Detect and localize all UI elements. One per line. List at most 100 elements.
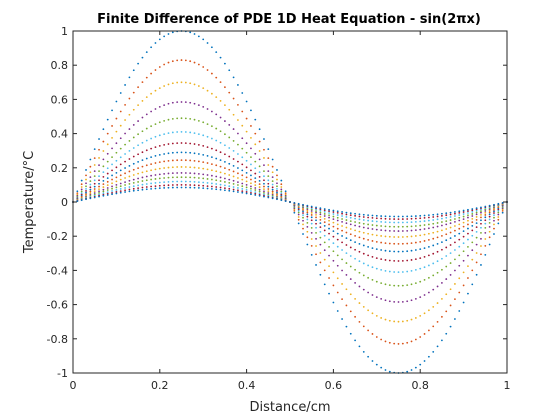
data-point — [302, 233, 304, 235]
data-point — [371, 220, 374, 222]
data-point — [423, 266, 426, 269]
data-point — [141, 56, 144, 59]
data-point — [323, 249, 326, 252]
data-point — [224, 153, 226, 156]
data-point — [332, 259, 335, 262]
data-point — [258, 140, 261, 143]
data-point — [449, 262, 452, 264]
data-point — [436, 345, 439, 348]
data-point — [449, 274, 452, 276]
data-point — [332, 301, 335, 304]
data-point — [245, 159, 248, 162]
data-point — [345, 226, 348, 229]
data-point — [345, 304, 348, 307]
data-point — [423, 224, 426, 226]
data-point — [384, 369, 387, 371]
data-point — [427, 216, 430, 219]
data-point — [362, 325, 365, 328]
data-point — [471, 229, 474, 232]
data-point — [284, 190, 287, 193]
data-point — [427, 219, 430, 222]
data-point — [371, 233, 374, 236]
data-point — [493, 203, 495, 206]
data-point — [284, 200, 287, 202]
data-point — [176, 59, 179, 62]
data-point — [310, 232, 313, 234]
data-point — [141, 176, 144, 179]
data-point — [354, 229, 356, 232]
data-point — [141, 130, 144, 133]
data-point — [102, 150, 105, 152]
data-point — [410, 269, 413, 272]
data-point — [89, 180, 92, 183]
data-point — [371, 240, 374, 242]
data-point — [111, 169, 113, 172]
data-point — [241, 182, 244, 185]
data-point — [145, 179, 148, 182]
data-point — [384, 283, 387, 286]
data-point — [224, 120, 226, 122]
data-point — [128, 186, 131, 188]
data-point — [202, 173, 205, 176]
data-point — [280, 183, 283, 186]
data-point — [436, 213, 439, 216]
data-point — [371, 228, 374, 230]
data-point — [336, 277, 339, 280]
data-point — [332, 221, 335, 224]
data-point — [362, 237, 365, 240]
data-point — [323, 221, 326, 224]
data-point — [137, 62, 140, 65]
data-point — [189, 101, 192, 104]
data-point — [467, 214, 469, 217]
data-point — [263, 191, 265, 194]
data-point — [111, 193, 113, 196]
data-point — [484, 214, 487, 216]
data-point — [271, 180, 274, 183]
data-point — [328, 265, 330, 268]
data-point — [480, 206, 482, 209]
data-point — [319, 207, 322, 210]
data-point — [393, 221, 396, 224]
data-point — [419, 296, 422, 299]
ticks-layer: 0 0.2 0.4 0.6 0.8 1 -1 -0.8 -0.6 -0.4 -0.2 0 0.2 0.4 0… — [47, 25, 511, 392]
data-point — [258, 179, 261, 182]
data-point — [388, 319, 391, 322]
data-point — [254, 172, 257, 175]
data-point — [224, 184, 226, 187]
data-point — [401, 236, 404, 238]
data-point — [224, 104, 226, 107]
data-point — [375, 240, 378, 243]
data-point — [132, 182, 135, 184]
data-point — [224, 187, 226, 190]
data-point — [106, 167, 109, 170]
data-point — [484, 216, 487, 219]
data-point — [341, 225, 343, 227]
x-tick-label: 0.4 — [238, 379, 256, 392]
data-point — [410, 299, 413, 302]
data-point — [163, 181, 166, 184]
data-point — [145, 186, 148, 188]
data-point — [106, 132, 109, 135]
data-point — [128, 175, 131, 178]
data-point — [85, 178, 87, 181]
data-point — [206, 187, 209, 190]
data-point — [315, 206, 317, 209]
data-point — [419, 257, 422, 260]
data-point — [336, 238, 339, 241]
data-point — [219, 176, 222, 179]
data-point — [328, 212, 330, 214]
data-point — [184, 159, 187, 162]
data-point — [145, 170, 148, 173]
data-point — [197, 153, 200, 155]
data-point — [106, 177, 109, 180]
data-point — [119, 147, 122, 150]
data-point — [167, 166, 170, 169]
x-axis-label: Distance/cm — [249, 400, 330, 415]
data-point — [111, 178, 113, 181]
data-point — [271, 190, 274, 193]
data-point — [449, 288, 452, 291]
data-point — [427, 227, 430, 230]
data-point — [206, 182, 209, 184]
data-point — [258, 186, 261, 188]
data-point — [280, 192, 283, 195]
